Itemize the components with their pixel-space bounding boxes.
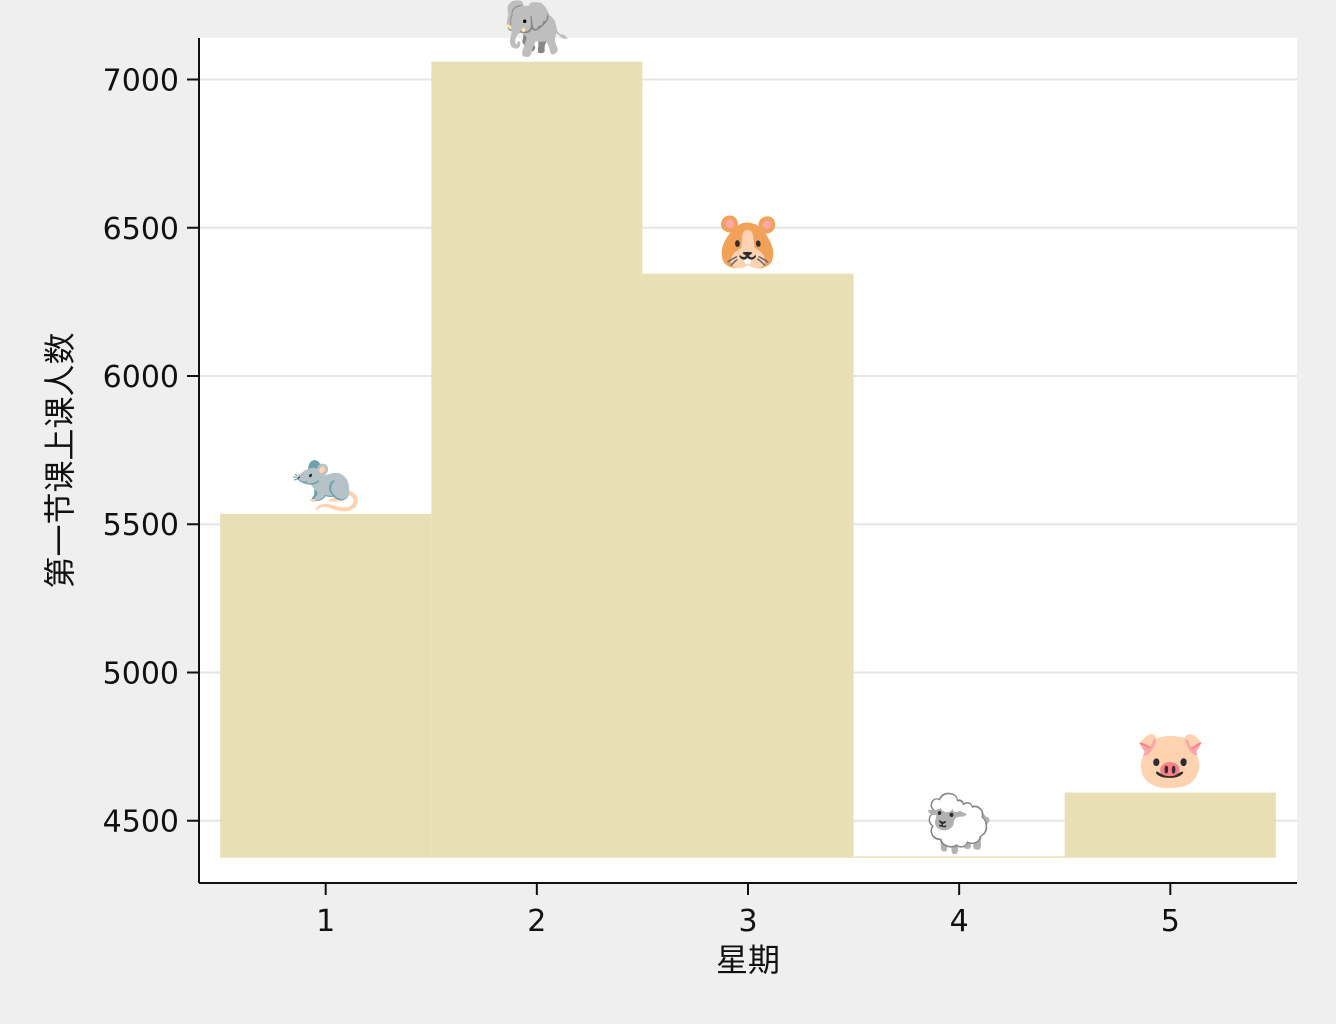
- x-tick-label: 1: [316, 904, 335, 939]
- x-tick-label: 2: [527, 904, 546, 939]
- pig-icon: 🐷: [1135, 728, 1205, 793]
- bar-4: [853, 856, 1065, 858]
- y-tick-label: 7000: [103, 64, 179, 99]
- bars: [220, 61, 1276, 858]
- y-tick-label: 5500: [103, 508, 179, 543]
- elephant-icon: 🐘: [502, 0, 572, 62]
- bar-5: [1064, 792, 1276, 858]
- x-axis-title: 星期: [716, 941, 780, 979]
- x-tick-label: 3: [738, 904, 757, 939]
- y-tick-label: 6500: [103, 212, 179, 247]
- y-tick-label: 5000: [103, 656, 179, 691]
- bar-1: [220, 513, 432, 858]
- x-tick-label: 4: [950, 904, 969, 939]
- y-tick-label: 6000: [103, 360, 179, 395]
- x-tick-label: 5: [1161, 904, 1180, 939]
- bar-2: [431, 61, 643, 858]
- bar-3: [642, 273, 854, 858]
- hamster-icon: 🐹: [713, 209, 783, 274]
- y-tick-label: 4500: [103, 805, 179, 840]
- rat-icon: 🐀: [291, 449, 361, 514]
- sheep-icon: 🐑: [924, 789, 994, 856]
- x-ticks: 1 2 3 4 5: [316, 883, 1180, 939]
- y-ticks: 4500 5000 5500 6000 6500 7000: [103, 64, 199, 840]
- y-axis-title: 第一节课上课人数: [41, 332, 79, 588]
- bar-markers: 🐀 🐘 🐹 🐑 🐷: [291, 0, 1205, 856]
